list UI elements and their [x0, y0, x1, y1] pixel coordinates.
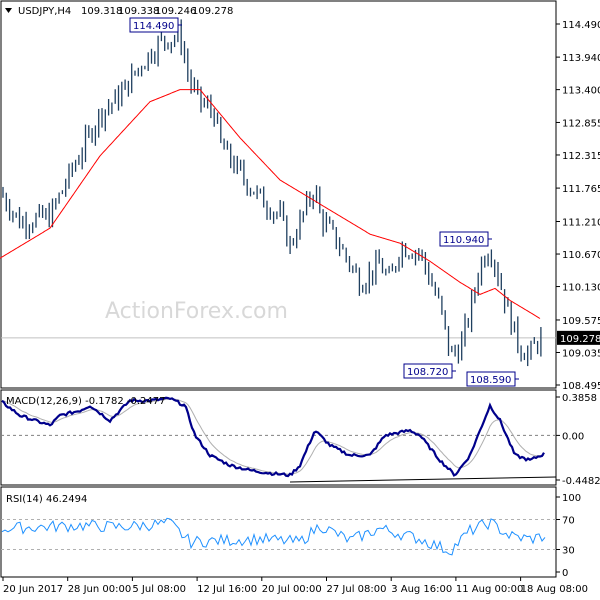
price-tick-label: 112.315 [562, 151, 600, 162]
price-panel: 114.490 110.940 108.720 108.590 [0, 17, 556, 387]
price-tick-label: 109.575 [562, 316, 600, 327]
price-tick-label: 113.940 [562, 53, 600, 64]
time-tick-label: 18 Aug 08:00 [521, 584, 588, 595]
rsi-panel-frame [0, 486, 557, 578]
time-tick-label: 5 Jul 08:00 [132, 584, 186, 595]
rsi-tick-label: 70 [562, 516, 575, 527]
annotation-label: 108.720 [407, 367, 448, 378]
panel-frames [0, 0, 557, 578]
price-tick-label: 110.130 [562, 283, 600, 294]
annotation-label: 114.490 [133, 21, 174, 32]
price-tick-label: 112.855 [562, 118, 600, 129]
ohlc-low: 109.246 [155, 6, 196, 17]
price-panel-frame [0, 0, 557, 389]
rsi-tick-label: 0 [562, 568, 568, 579]
time-tick-label: 11 Aug 00:00 [456, 584, 523, 595]
price-tick-label: 108.495 [562, 381, 600, 392]
macd-panel [1, 396, 557, 483]
rsi-panel [1, 517, 556, 556]
annotation-label: 110.940 [443, 235, 484, 246]
rsi-title: RSI(14) 46.2494 [6, 494, 87, 505]
ohlc-open: 109.318 [81, 6, 122, 17]
axes: 114.490 113.940 113.400 112.855 112.315 111.7… [2, 20, 600, 595]
current-price-label: 109.278 [560, 334, 600, 345]
header: USDJPY,H4 109.318 109.338 109.246 109.27… [5, 6, 233, 505]
price-tick-label: 109.035 [562, 348, 600, 359]
time-tick-label: 3 Aug 16:00 [391, 584, 452, 595]
time-tick-label: 20 Jun 2017 [3, 584, 63, 595]
macd-panel-frame [0, 389, 557, 486]
macd-tick-label: 0.00 [562, 431, 584, 442]
rsi-tick-label: 30 [562, 546, 575, 557]
time-tick-label: 20 Jul 00:00 [262, 584, 322, 595]
price-tick-label: 114.490 [562, 20, 600, 31]
macd-tick-label: -0.4482 [562, 476, 600, 487]
collapse-triangle-icon[interactable] [5, 8, 12, 13]
current-price-box [557, 330, 600, 345]
macd-title: MACD(12,26,9) -0.1782 -0.2477 [6, 396, 166, 407]
price-tick-label: 111.210 [562, 218, 600, 229]
rsi-tick-label: 100 [562, 493, 581, 504]
price-tick-label: 111.765 [562, 184, 600, 195]
moving-average-line [0, 89, 541, 319]
price-tick-label: 113.400 [562, 86, 600, 97]
macd-tick-label: 0.3858 [562, 393, 597, 404]
price-tick-label: 110.670 [562, 250, 600, 261]
time-tick-label: 28 Jun 00:00 [68, 584, 132, 595]
annotation-label: 108.590 [470, 375, 511, 386]
price-annotation: 108.720 [403, 363, 456, 379]
price-annotation: 108.590 [466, 371, 519, 387]
ohlc-high: 109.338 [118, 6, 159, 17]
macd-trendline [289, 476, 557, 483]
watermark: ActionForex.com [105, 299, 288, 324]
ohlc-close: 109.278 [192, 6, 233, 17]
price-annotation: 114.490 [129, 17, 182, 33]
price-annotation: 110.940 [439, 231, 492, 247]
macd-line [1, 396, 545, 478]
symbol-label: USDJPY,H4 [18, 6, 71, 17]
time-tick-label: 27 Jul 08:00 [327, 584, 387, 595]
rsi-line [1, 517, 546, 556]
time-tick-label: 12 Jul 16:00 [197, 584, 257, 595]
macd-signal-line [1, 398, 545, 475]
